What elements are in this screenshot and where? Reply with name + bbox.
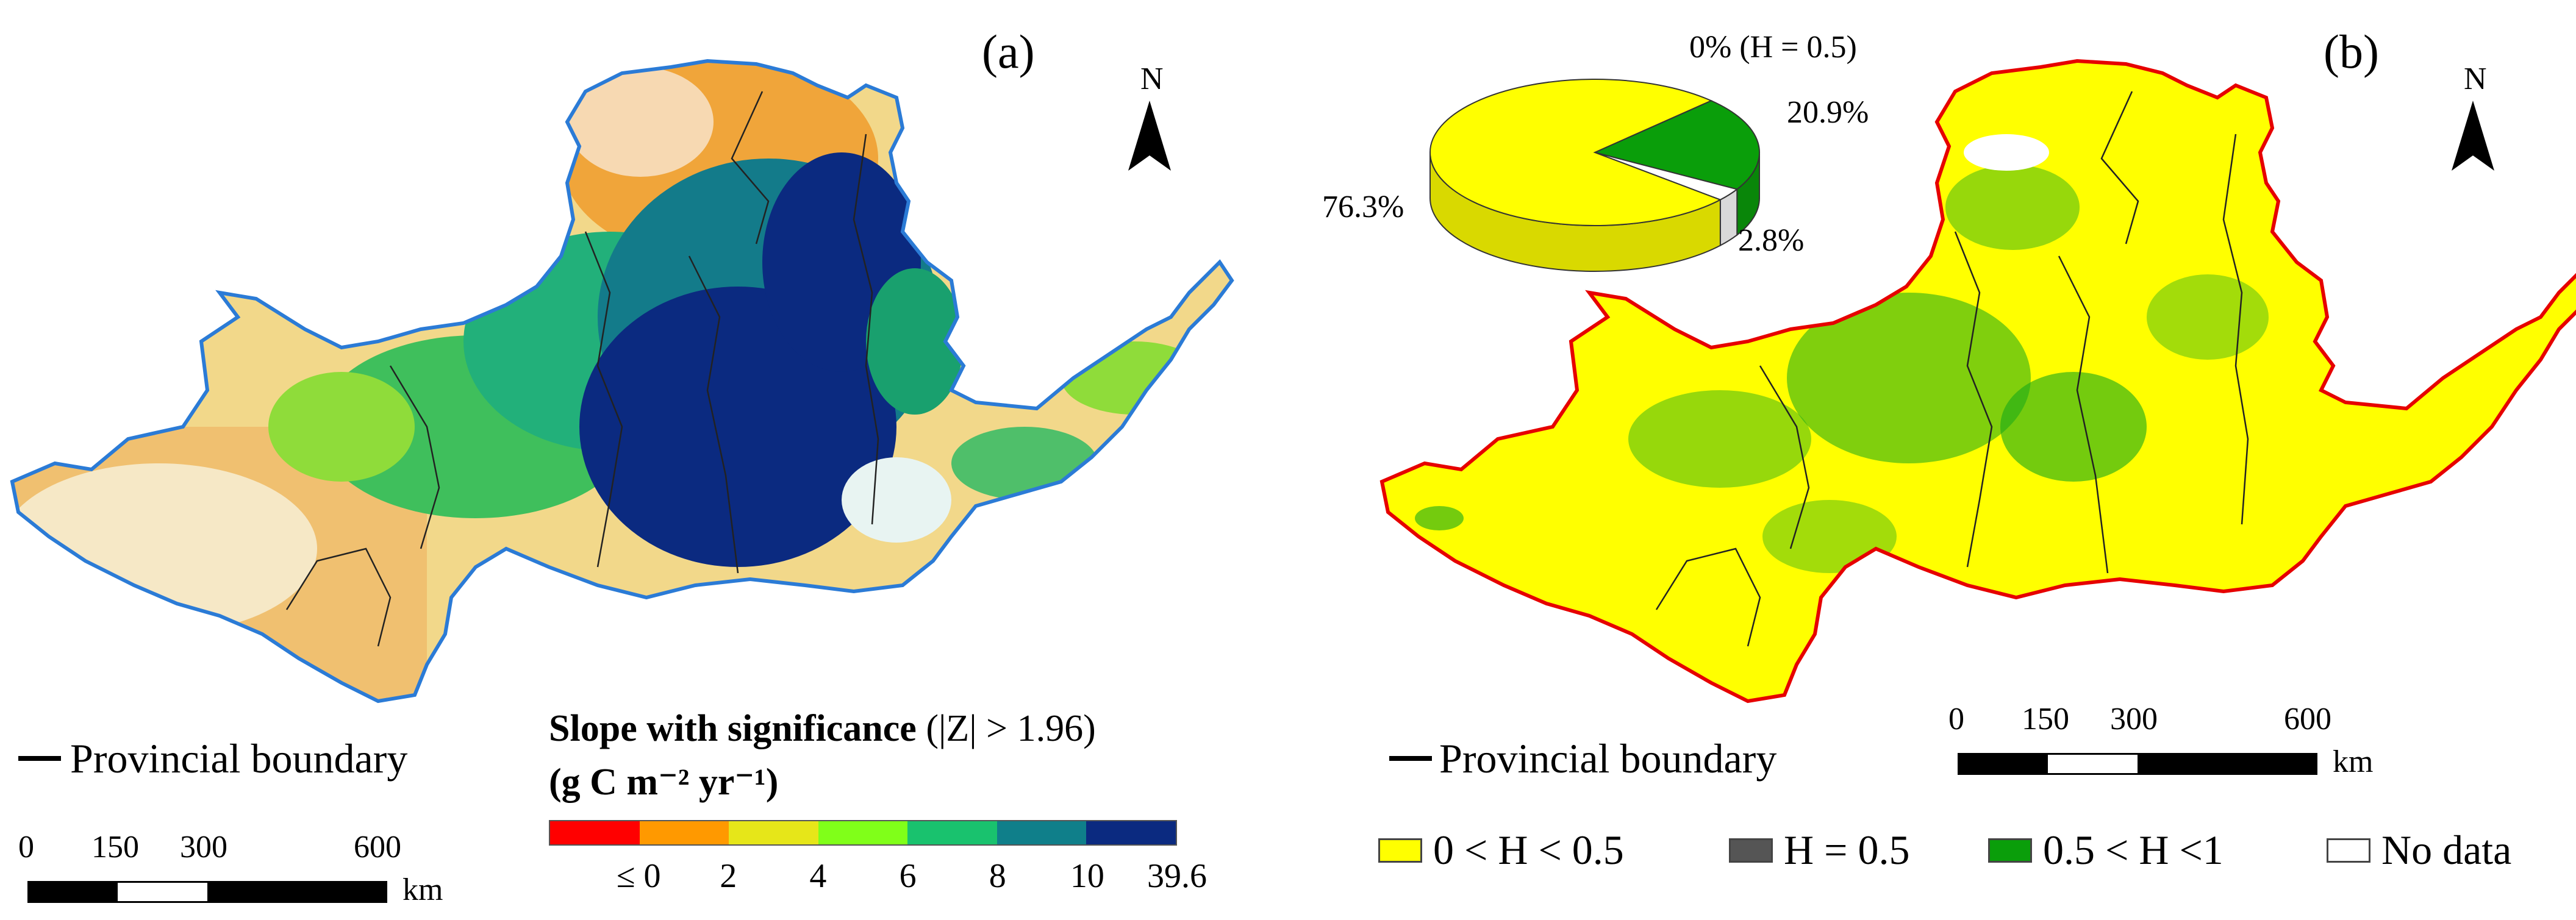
pie-label-nodata: 2.8% (1738, 223, 1805, 258)
pie-label-h05: 0% (H = 0.5) (1689, 30, 1857, 65)
north-label-a: N (1140, 62, 1164, 96)
legend-label-1: H = 0.5 (1784, 827, 1910, 873)
pie-slice-0 (1429, 79, 1722, 226)
colorbar-tick-3: 6 (899, 857, 917, 895)
colorbar-title-rest: (|Z| > 1.96) (916, 708, 1096, 749)
scale-a-tick-300: 300 (180, 830, 227, 865)
north-arrow-icon (1128, 101, 1150, 171)
pie-chart (1429, 79, 1760, 272)
hurst-legend: 0 < H < 0.5 H = 0.5 0.5 < H <1 No data (1378, 826, 2574, 881)
boundary-line-icon-a (18, 756, 61, 761)
north-arrow-icon-b (2452, 101, 2473, 171)
legend-swatch-3 (2327, 838, 2370, 863)
scale-b-tick-600: 600 (2284, 702, 2331, 736)
colorbar-tick-4: 8 (989, 857, 1006, 895)
legend-swatch-0 (1378, 838, 1422, 863)
scale-bar-a (27, 881, 387, 903)
colorbar-tick-0: ≤ 0 (616, 857, 661, 895)
panel-b-provincial-lines (1655, 91, 2249, 647)
scale-unit-b: km (2333, 744, 2374, 779)
legend-boundary-b: Provincial boundary (1439, 735, 1777, 782)
colorbar-title: Slope with significance (|Z| > 1.96) (549, 707, 1096, 751)
colorbar-segment-3 (818, 821, 908, 844)
scale-ticks-a: 0 150 300 600 (18, 829, 457, 866)
legend-boundary-a: Provincial boundary (70, 735, 408, 782)
scale-b-tick-300: 300 (2110, 702, 2158, 736)
boundary-line-icon-b (1389, 756, 1432, 761)
colorbar-segment-6 (1086, 821, 1176, 844)
colorbar-tick-6: 39.6 (1147, 857, 1207, 895)
colorbar (549, 820, 1177, 846)
pie-slice-2 (1592, 100, 1760, 190)
colorbar-tick-5: 10 (1070, 857, 1104, 895)
scale-unit-a: km (402, 872, 443, 907)
scale-bar-b (1958, 753, 2317, 775)
panel-b-basin-outline (1379, 59, 2576, 704)
panel-a-provincial-lines (285, 91, 879, 647)
colorbar-segment-1 (639, 821, 729, 844)
panel-label-b: (b) (2324, 25, 2379, 78)
scale-a-tick-0: 0 (18, 830, 34, 865)
colorbar-tick-2: 4 (809, 857, 827, 895)
north-arrow-icon-right (1150, 101, 1171, 171)
colorbar-segment-4 (907, 821, 997, 844)
legend-swatch-2 (1988, 838, 2032, 863)
scale-b-tick-150: 150 (2022, 702, 2069, 736)
north-label-b: N (2464, 62, 2487, 96)
pie-label-yellow: 76.3% (1322, 190, 1404, 224)
panel-a-basin-outline (10, 59, 1234, 704)
colorbar-title-bold: Slope with significance (549, 708, 917, 749)
legend-label-3: No data (2381, 827, 2512, 873)
scale-a-tick-600: 600 (354, 830, 401, 865)
colorbar-units: (g C m⁻² yr⁻¹) (549, 761, 779, 803)
colorbar-ticks: ≤ 0 2 4 6 8 10 39.6 (549, 857, 1207, 899)
colorbar-segment-2 (729, 821, 818, 844)
scale-b-tick-0: 0 (1948, 702, 1964, 736)
scale-a-tick-150: 150 (91, 830, 139, 865)
colorbar-segment-0 (550, 821, 640, 844)
panel-label-a: (a) (982, 25, 1035, 78)
colorbar-segment-5 (996, 821, 1087, 844)
scale-ticks-b: 0 150 300 600 (1948, 701, 2388, 738)
pie-label-green: 20.9% (1787, 95, 1869, 130)
legend-label-2: 0.5 < H <1 (2043, 827, 2224, 873)
colorbar-tick-1: 2 (720, 857, 737, 895)
legend-swatch-1 (1729, 838, 1773, 863)
north-arrow-icon-b-right (2473, 101, 2494, 171)
legend-label-0: 0 < H < 0.5 (1433, 827, 1624, 873)
